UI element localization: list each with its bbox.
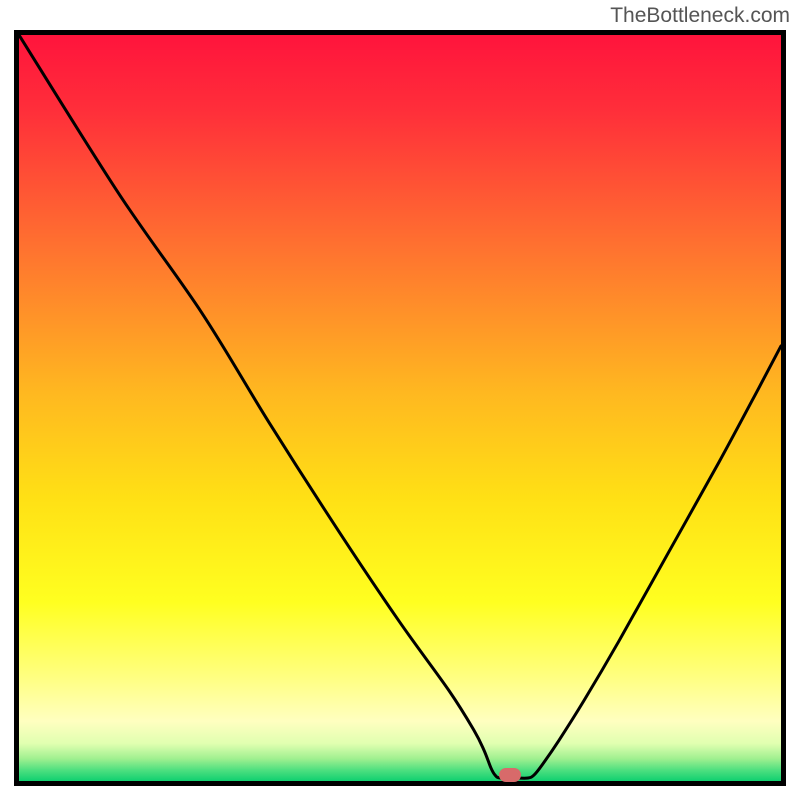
curve-svg	[19, 35, 781, 781]
watermark-text: TheBottleneck.com	[610, 4, 790, 28]
optimal-point-marker	[499, 768, 521, 782]
bottleneck-curve	[19, 35, 781, 778]
chart-container: TheBottleneck.com	[0, 0, 800, 800]
plot-frame	[14, 30, 786, 786]
